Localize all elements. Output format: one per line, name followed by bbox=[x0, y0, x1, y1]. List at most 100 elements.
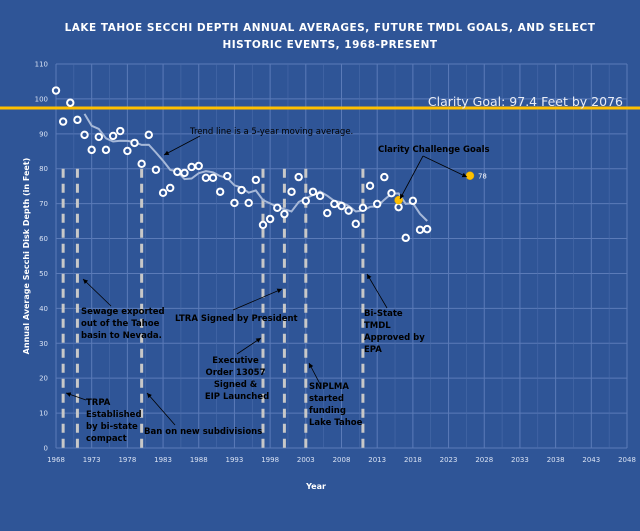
y-tick-label: 20 bbox=[39, 375, 48, 383]
data-point-2003 bbox=[301, 196, 311, 206]
x-tick-label: 2003 bbox=[297, 456, 315, 464]
data-point-1977 bbox=[116, 126, 125, 136]
y-axis-label: Annual Average Secchi Disk Depth (in Fee… bbox=[22, 158, 31, 355]
data-point-2012 bbox=[365, 181, 375, 191]
data-point-1978 bbox=[123, 146, 132, 156]
chart-title-line-1: LAKE TAHOE SECCHI DEPTH ANNUAL AVERAGES,… bbox=[65, 22, 596, 34]
data-point-2014 bbox=[380, 172, 389, 182]
bistate-annotation: Bi-State TMDL Approved by EPA bbox=[364, 309, 428, 355]
data-point-1975 bbox=[101, 145, 111, 155]
data-point-2009 bbox=[344, 206, 353, 215]
y-tick-label: 10 bbox=[39, 410, 48, 418]
x-tick-label: 2038 bbox=[547, 456, 565, 464]
data-point-1996 bbox=[251, 175, 261, 185]
data-point-1982 bbox=[151, 165, 161, 174]
annotations: Trend line is a 5-year moving average. C… bbox=[65, 127, 490, 444]
sewage-annotation: Sewage exported out of the Tahoe basin t… bbox=[81, 307, 168, 341]
x-axis-ticks: 1968 1973 1978 1983 1988 1993 1998 2003 2008 2013… bbox=[47, 456, 636, 464]
x-tick-label: 2043 bbox=[582, 456, 600, 464]
y-tick-label: 60 bbox=[39, 235, 48, 243]
trpa-arrow bbox=[65, 392, 87, 401]
x-tick-label: 1998 bbox=[261, 456, 279, 464]
data-points: 78 bbox=[51, 86, 487, 243]
data-point-1985 bbox=[173, 167, 182, 177]
data-point-2013 bbox=[372, 199, 382, 209]
x-axis-label: Year bbox=[305, 482, 326, 491]
x-tick-label: 2023 bbox=[440, 456, 458, 464]
x-tick-label: 2048 bbox=[618, 456, 636, 464]
ltra-arrow bbox=[232, 288, 283, 311]
data-point-1999 bbox=[273, 203, 282, 213]
grid bbox=[55, 63, 628, 449]
y-tick-label: 30 bbox=[39, 340, 48, 348]
data-point-1980 bbox=[137, 159, 146, 169]
ltra-annotation: LTRA Signed by President bbox=[175, 314, 298, 324]
data-point-2002 bbox=[294, 172, 303, 182]
exec-order-annotation: Executive Order 13057 Signed & EIP Launc… bbox=[205, 356, 269, 402]
data-point-2015 bbox=[387, 188, 396, 198]
data-point-1998 bbox=[265, 214, 275, 224]
data-point-2011 bbox=[358, 203, 368, 213]
data-point-1968 bbox=[51, 86, 61, 95]
y-tick-label: 90 bbox=[39, 130, 48, 138]
challenge-annotation: Clarity Challenge Goals bbox=[378, 145, 490, 155]
data-point-1976 bbox=[108, 131, 118, 141]
data-point-1973 bbox=[87, 145, 96, 155]
goal-point-2026 bbox=[465, 171, 475, 180]
data-point-1984 bbox=[166, 183, 175, 193]
y-tick-label: 0 bbox=[44, 445, 48, 453]
data-point-1981 bbox=[144, 130, 153, 140]
x-tick-label: 1973 bbox=[83, 456, 101, 464]
data-point-1979 bbox=[130, 138, 139, 148]
data-point-2018 bbox=[408, 196, 418, 206]
data-point-1986 bbox=[180, 168, 189, 178]
data-point-2020 bbox=[422, 224, 432, 234]
trpa-annotation: TRPA Established by bi-state compact bbox=[86, 398, 145, 444]
clarity-goal-label: Clarity Goal: 97.4 Feet by 2076 bbox=[428, 94, 623, 109]
x-tick-label: 2018 bbox=[404, 456, 422, 464]
ban-arrow bbox=[146, 392, 176, 426]
data-point-1992 bbox=[223, 171, 232, 181]
y-tick-label: 70 bbox=[39, 200, 48, 208]
x-tick-label: 2033 bbox=[511, 456, 529, 464]
x-tick-label: 2013 bbox=[368, 456, 386, 464]
data-point-2001 bbox=[287, 187, 296, 196]
y-axis-ticks: 0 10 20 30 40 50 60 70 80 90 100 110 bbox=[35, 61, 48, 453]
challenge-arrow-2 bbox=[422, 155, 468, 178]
event-lines bbox=[61, 168, 365, 448]
y-tick-label: 110 bbox=[35, 61, 48, 69]
data-point-2004 bbox=[308, 187, 318, 196]
bistate-arrow bbox=[366, 273, 388, 309]
y-tick-label: 50 bbox=[39, 270, 48, 278]
data-point-2006 bbox=[323, 208, 332, 218]
trend-line bbox=[83, 113, 428, 222]
data-point-1997 bbox=[258, 220, 268, 230]
data-point-1991 bbox=[215, 187, 225, 196]
data-point-1995 bbox=[244, 198, 253, 208]
data-point-1988 bbox=[194, 161, 203, 171]
data-point-1989 bbox=[201, 173, 211, 183]
chart-title-line-2: HISTORIC EVENTS, 1968-PRESENT bbox=[222, 39, 437, 51]
data-point-1972 bbox=[80, 130, 89, 140]
data-point-1990 bbox=[208, 173, 218, 183]
data-point-2000 bbox=[280, 209, 289, 219]
x-tick-label: 2028 bbox=[475, 456, 493, 464]
data-point-1987 bbox=[187, 162, 196, 172]
x-tick-label: 1988 bbox=[190, 456, 208, 464]
data-point-1993 bbox=[230, 198, 239, 208]
sewage-arrow bbox=[82, 278, 112, 307]
y-tick-label: 40 bbox=[39, 305, 48, 313]
x-tick-label: 1978 bbox=[118, 456, 136, 464]
x-tick-label: 1993 bbox=[226, 456, 244, 464]
x-tick-label: 2008 bbox=[333, 456, 351, 464]
data-point-2010 bbox=[351, 219, 360, 229]
data-point-1971 bbox=[73, 115, 82, 125]
data-point-2007 bbox=[330, 199, 339, 209]
data-point-2019 bbox=[415, 225, 425, 235]
data-point-1983 bbox=[158, 188, 168, 198]
data-point-1994 bbox=[237, 185, 246, 195]
x-tick-label: 1983 bbox=[154, 456, 172, 464]
y-tick-label: 100 bbox=[35, 95, 48, 103]
